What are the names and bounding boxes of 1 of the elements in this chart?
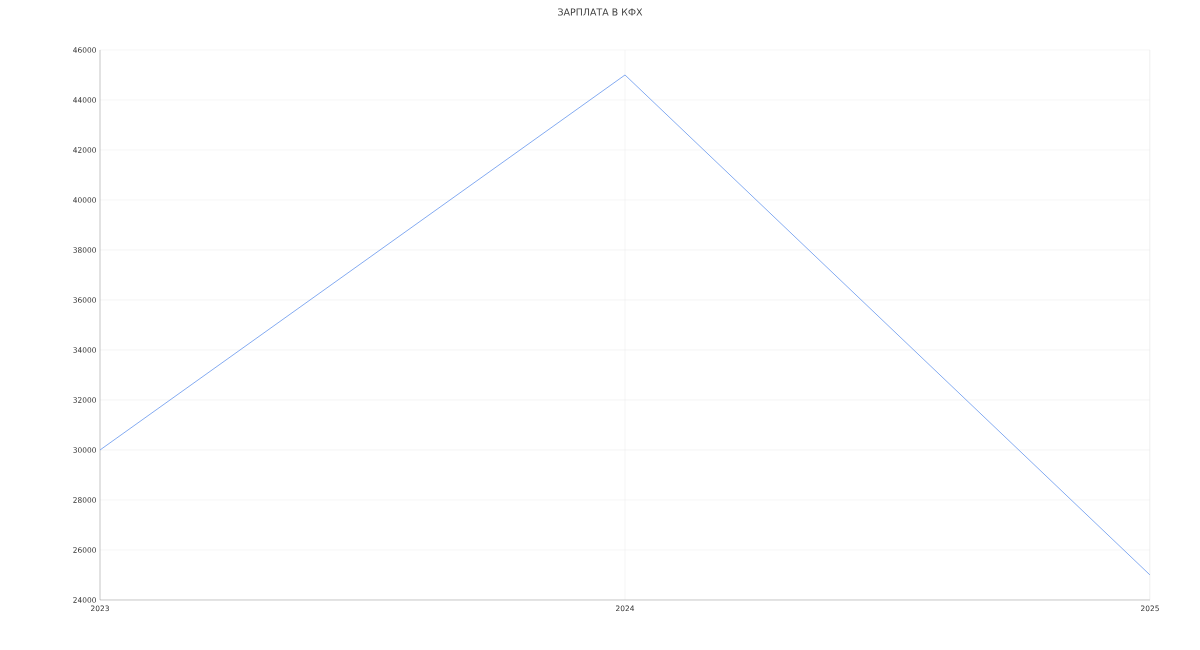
chart-title: ЗАРПЛАТА В КФХ — [558, 8, 643, 16]
